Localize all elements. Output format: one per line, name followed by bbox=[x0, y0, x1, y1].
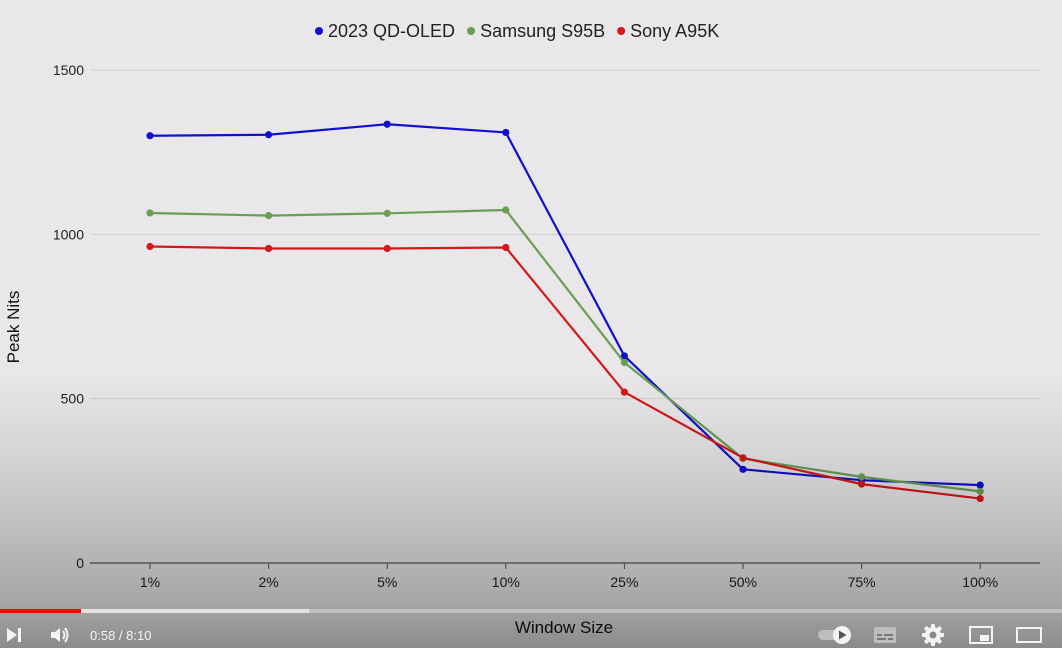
x-tick-label: 25% bbox=[610, 574, 638, 590]
data-point bbox=[620, 388, 629, 396]
next-button[interactable] bbox=[2, 622, 26, 648]
series bbox=[146, 120, 984, 489]
current-time: 0:58 bbox=[90, 628, 116, 643]
buffered-bar bbox=[0, 609, 309, 613]
data-point bbox=[502, 206, 510, 214]
y-tick-label: 1000 bbox=[53, 226, 84, 242]
next-icon bbox=[7, 628, 21, 642]
x-tick-label: 75% bbox=[848, 574, 876, 590]
autoplay-toggle-icon bbox=[818, 626, 851, 644]
data-point bbox=[858, 473, 866, 481]
series bbox=[146, 206, 984, 495]
series-line bbox=[149, 208, 981, 493]
duration: 8:10 bbox=[126, 628, 152, 643]
series-line bbox=[149, 123, 981, 487]
data-point bbox=[146, 209, 154, 217]
legend-label: Sony A95K bbox=[630, 21, 719, 41]
data-point bbox=[146, 242, 154, 251]
y-axis-label: Peak Nits bbox=[4, 291, 23, 364]
x-tick-label: 5% bbox=[377, 574, 397, 590]
x-tick-label: 2% bbox=[258, 574, 278, 590]
legend-marker bbox=[617, 27, 626, 35]
data-point bbox=[739, 454, 747, 462]
data-point bbox=[265, 244, 273, 253]
x-tick-label: 100% bbox=[962, 574, 998, 590]
settings-button[interactable] bbox=[920, 622, 946, 648]
data-point bbox=[858, 480, 866, 488]
x-tick-label: 50% bbox=[729, 574, 757, 590]
legend-label: 2023 QD-OLED bbox=[328, 21, 455, 41]
data-point bbox=[739, 465, 747, 473]
time-display: 0:58 / 8:10 bbox=[90, 628, 151, 643]
subtitles-button[interactable] bbox=[872, 622, 898, 648]
data-point bbox=[620, 358, 629, 367]
series-line bbox=[149, 245, 981, 500]
settings-icon bbox=[922, 624, 944, 646]
theater-mode-button[interactable] bbox=[1014, 622, 1044, 648]
theater-mode-icon bbox=[1016, 627, 1042, 643]
data-point bbox=[265, 211, 273, 220]
legend-label: Samsung S95B bbox=[480, 21, 605, 41]
x-axis-ticks: 1% 2% 5% 10% 25% 50% 75% 100% bbox=[140, 563, 998, 590]
series bbox=[146, 242, 984, 503]
series-lines bbox=[146, 120, 984, 503]
y-tick-label: 500 bbox=[61, 391, 85, 407]
y-tick-label: 1500 bbox=[53, 62, 84, 78]
volume-icon bbox=[51, 627, 69, 643]
legend: 2023 QD-OLED Samsung S95B Sony A95K bbox=[315, 21, 719, 41]
x-tick-label: 10% bbox=[492, 574, 520, 590]
data-point bbox=[383, 120, 391, 128]
legend-marker bbox=[315, 27, 323, 35]
legend-marker bbox=[467, 27, 476, 35]
data-point bbox=[502, 128, 510, 137]
data-point bbox=[383, 209, 391, 217]
autoplay-toggle[interactable] bbox=[814, 622, 854, 648]
y-tick-label: 0 bbox=[76, 555, 84, 571]
data-point bbox=[502, 243, 510, 252]
data-point bbox=[620, 352, 629, 360]
subtitles-icon bbox=[874, 627, 896, 643]
data-point bbox=[265, 131, 273, 139]
data-point bbox=[146, 132, 154, 140]
miniplayer-button[interactable] bbox=[967, 622, 995, 648]
player-controls: 0:58 / 8:10 bbox=[0, 620, 1062, 648]
x-axis-label: Window Size bbox=[515, 618, 613, 637]
data-point bbox=[976, 494, 984, 503]
data-point bbox=[976, 487, 984, 495]
miniplayer-icon bbox=[969, 626, 993, 644]
time-separator: / bbox=[115, 628, 127, 643]
y-axis-ticks: 0 500 1000 1500 bbox=[53, 62, 84, 571]
data-point bbox=[383, 244, 391, 253]
volume-button[interactable] bbox=[48, 622, 74, 648]
gridlines bbox=[90, 69, 1040, 564]
played-bar bbox=[0, 609, 82, 613]
progress-bar[interactable] bbox=[0, 609, 1062, 613]
x-tick-label: 1% bbox=[140, 574, 160, 590]
data-point bbox=[976, 481, 984, 489]
